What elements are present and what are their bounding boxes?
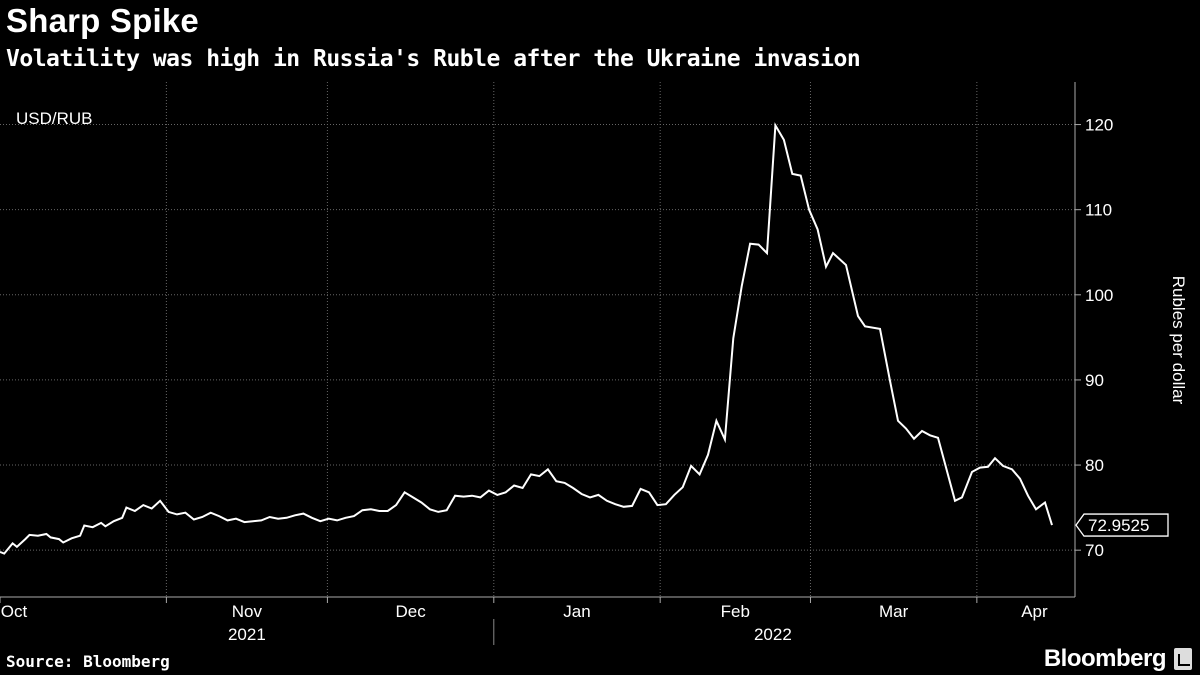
last-value-label: 72.9525 xyxy=(1088,516,1149,535)
year-label-2022: 2022 xyxy=(754,625,792,644)
y-tick-label: 110 xyxy=(1085,201,1112,220)
y-axis-title: Rubles per dollar xyxy=(1169,276,1188,405)
x-tick-label: Dec xyxy=(395,602,426,621)
x-tick-label: Oct xyxy=(1,602,28,621)
chart-subtitle: Volatility was high in Russia's Ruble af… xyxy=(6,46,861,72)
bloomberg-logo-text: Bloomberg xyxy=(1043,645,1167,672)
x-tick-label: Mar xyxy=(879,602,909,621)
x-tick-label: Nov xyxy=(232,602,263,621)
x-tick-label: Feb xyxy=(721,602,750,621)
y-tick-label: 90 xyxy=(1085,371,1104,390)
series-line xyxy=(0,122,1053,555)
y-tick-label: 80 xyxy=(1085,456,1104,475)
y-tick-label: 100 xyxy=(1085,286,1113,305)
y-tick-label: 120 xyxy=(1085,116,1113,135)
series-label: USD/RUB xyxy=(16,109,93,128)
terminal-icon xyxy=(1174,648,1192,670)
y-tick-label: 70 xyxy=(1085,541,1104,560)
year-label-2021: 2021 xyxy=(228,625,266,644)
x-tick-label: Apr xyxy=(1021,602,1048,621)
x-tick-label: Jan xyxy=(563,602,590,621)
chart-title: Sharp Spike xyxy=(6,2,199,39)
last-value-callout xyxy=(1075,513,1169,537)
source-note: Source: Bloomberg xyxy=(6,652,170,671)
